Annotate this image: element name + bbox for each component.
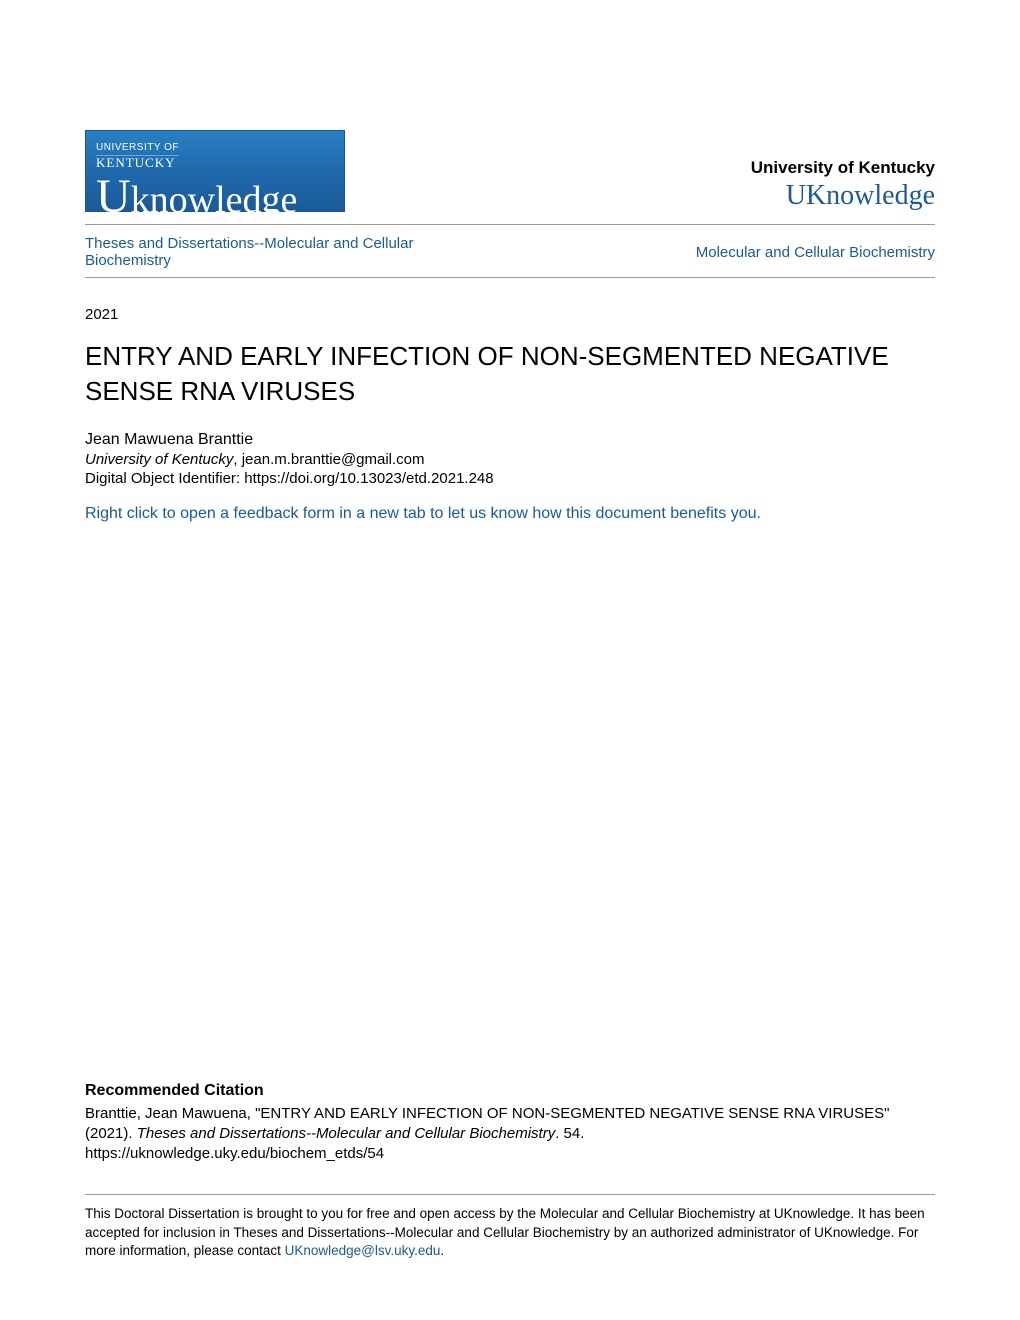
nav-divider xyxy=(85,277,935,278)
feedback-link[interactable]: Right click to open a feedback form in a… xyxy=(85,505,935,523)
logo-big-u: U xyxy=(96,170,131,223)
collection-link[interactable]: Theses and Dissertations--Molecular and … xyxy=(85,235,445,269)
access-statement: This Doctoral Dissertation is brought to… xyxy=(85,1205,935,1260)
author-affiliation: University of Kentucky, jean.m.branttie@… xyxy=(85,451,935,468)
uknowledge-link[interactable]: UKnowledge xyxy=(751,180,935,212)
uknowledge-logo[interactable]: UNIVERSITY OF KENTUCKY Uknowledge xyxy=(85,130,345,212)
breadcrumb-row: Theses and Dissertations--Molecular and … xyxy=(85,235,935,269)
citation-post: . 54. xyxy=(555,1125,584,1142)
bottom-section: Recommended Citation Branttie, Jean Mawu… xyxy=(85,1082,935,1260)
logo-main: Uknowledge xyxy=(96,173,334,221)
doi-value: https://doi.org/10.13023/etd.2021.248 xyxy=(244,470,493,487)
logo-topline: UNIVERSITY OF xyxy=(96,142,179,156)
footer-divider xyxy=(85,1194,935,1195)
author-name: Jean Mawuena Branttie xyxy=(85,431,935,449)
document-title: ENTRY AND EARLY INFECTION OF NON-SEGMENT… xyxy=(85,339,935,409)
university-name: University of Kentucky xyxy=(751,158,935,178)
citation-series: Theses and Dissertations--Molecular and … xyxy=(137,1125,556,1142)
publication-year: 2021 xyxy=(85,306,935,323)
access-pre: This Doctoral Dissertation is brought to… xyxy=(85,1206,925,1257)
contact-email-link[interactable]: UKnowledge@lsv.uky.edu xyxy=(285,1243,441,1258)
affiliation-email: , jean.m.branttie@gmail.com xyxy=(233,451,424,468)
citation-heading: Recommended Citation xyxy=(85,1082,935,1100)
citation-url: https://uknowledge.uky.edu/biochem_etds/… xyxy=(85,1145,384,1162)
citation-text: Branttie, Jean Mawuena, "ENTRY AND EARLY… xyxy=(85,1104,935,1165)
access-post: . xyxy=(440,1243,444,1258)
header-right: University of Kentucky UKnowledge xyxy=(751,158,935,212)
logo-kentucky: KENTUCKY xyxy=(96,155,334,171)
logo-top-wrap: UNIVERSITY OF xyxy=(96,137,334,155)
header-row: UNIVERSITY OF KENTUCKY Uknowledge Univer… xyxy=(85,130,935,212)
affiliation-institution: University of Kentucky xyxy=(85,451,233,468)
doi-label: Digital Object Identifier: xyxy=(85,470,244,487)
logo-rest: knowledge xyxy=(131,179,298,221)
department-link[interactable]: Molecular and Cellular Biochemistry xyxy=(696,244,935,261)
doi-line: Digital Object Identifier: https://doi.o… xyxy=(85,470,935,487)
header-divider xyxy=(85,224,935,225)
